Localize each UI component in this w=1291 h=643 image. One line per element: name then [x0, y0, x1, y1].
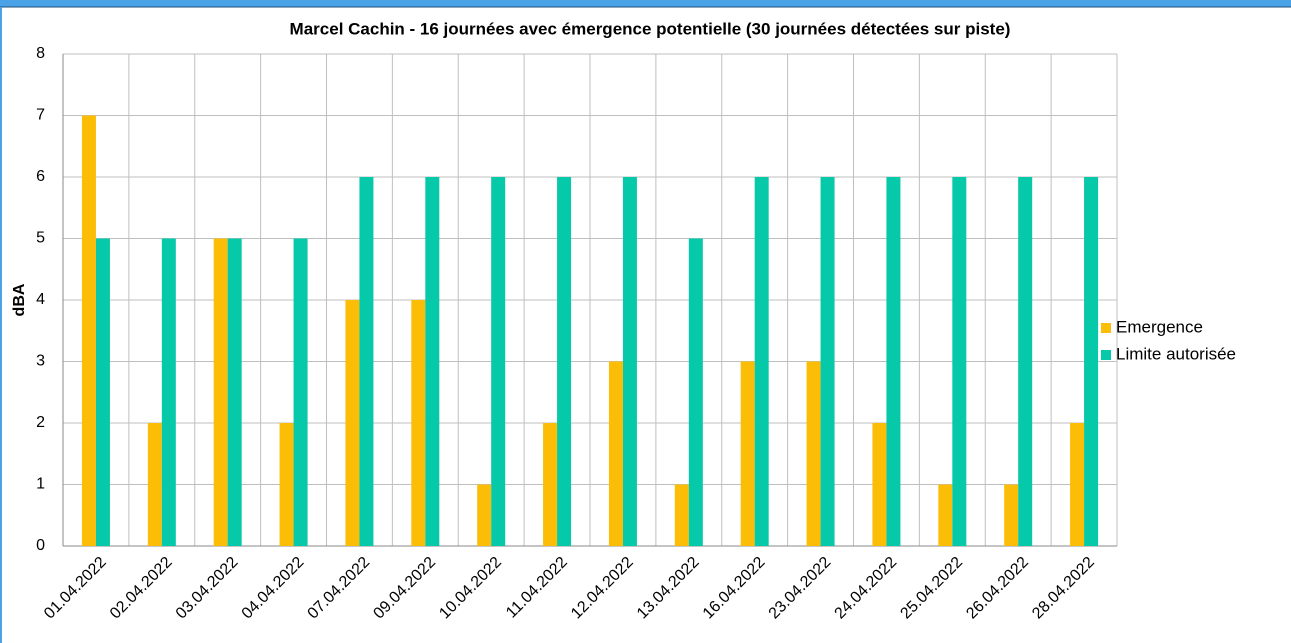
x-tick-label: 25.04.2022	[897, 554, 966, 623]
x-tick-label: 02.04.2022	[107, 554, 176, 623]
top-frame	[0, 0, 1291, 7]
x-tick-label: 12.04.2022	[568, 554, 637, 623]
y-tick-label: 2	[36, 414, 45, 431]
bar	[886, 177, 901, 546]
legend-label: Limite autorisée	[1116, 344, 1236, 363]
y-tick-label: 7	[36, 107, 45, 124]
bar	[557, 177, 572, 546]
bar	[161, 238, 176, 546]
bar	[359, 177, 374, 546]
x-tick-label: 11.04.2022	[503, 554, 571, 622]
bar	[740, 361, 755, 546]
y-tick-label: 6	[36, 168, 45, 185]
bar	[81, 115, 96, 546]
bar	[622, 177, 637, 546]
bar	[543, 423, 558, 546]
bar	[1084, 177, 1099, 546]
bar	[1018, 177, 1033, 546]
bar	[491, 177, 506, 546]
y-tick-label: 0	[36, 537, 45, 554]
bar	[425, 177, 440, 546]
bar	[213, 238, 228, 546]
legend-swatch	[1101, 350, 1111, 360]
bar	[938, 484, 953, 546]
y-tick-label: 5	[36, 230, 45, 247]
x-tick-label: 04.04.2022	[239, 554, 308, 623]
left-frame	[0, 7, 2, 643]
bar	[674, 484, 689, 546]
x-tick-label: 24.04.2022	[832, 554, 901, 623]
bar	[952, 177, 967, 546]
y-tick-label: 8	[36, 45, 45, 62]
bar	[872, 423, 887, 546]
bar	[806, 361, 821, 546]
bar	[820, 177, 835, 546]
x-tick-label: 26.04.2022	[963, 554, 1032, 623]
x-tick-label: 13.04.2022	[634, 554, 703, 623]
legend-swatch	[1101, 323, 1111, 333]
x-tick-label: 07.04.2022	[305, 554, 374, 623]
y-tick-label: 4	[36, 291, 45, 308]
bar	[293, 238, 308, 546]
bar	[477, 484, 492, 546]
bar	[147, 423, 162, 546]
bar	[345, 300, 360, 546]
y-tick-label: 3	[36, 353, 45, 370]
legend-label: Emergence	[1116, 317, 1203, 336]
bar	[411, 300, 426, 546]
bar	[1004, 484, 1019, 546]
bar	[608, 361, 623, 546]
x-tick-label: 16.04.2022	[700, 554, 769, 623]
x-tick-label: 23.04.2022	[766, 554, 835, 623]
y-axis-label: dBA	[11, 283, 28, 316]
x-tick-label: 28.04.2022	[1029, 554, 1098, 623]
bar	[279, 423, 294, 546]
x-tick-label: 09.04.2022	[370, 554, 439, 623]
bar	[95, 238, 110, 546]
chart-title: Marcel Cachin - 16 journées avec émergen…	[290, 19, 1011, 38]
bar	[227, 238, 242, 546]
bar	[754, 177, 769, 546]
x-tick-label: 10.04.2022	[436, 554, 505, 623]
x-tick-label: 01.04.2022	[41, 554, 110, 623]
bar	[688, 238, 703, 546]
bar	[1070, 423, 1085, 546]
x-tick-label: 03.04.2022	[173, 554, 242, 623]
y-tick-label: 1	[36, 476, 45, 493]
